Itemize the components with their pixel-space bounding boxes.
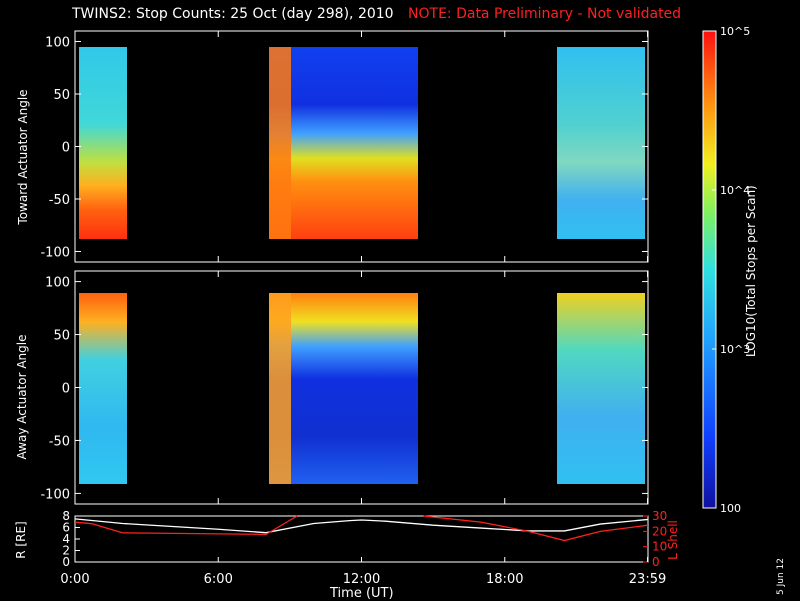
orbit-right-tick-label: 0 (652, 555, 660, 569)
away-angle-panel (74, 270, 649, 505)
tick-labels: -100-50050100-100-500501000246801020300:… (40, 25, 750, 587)
lshell-ylabel: L Shell (666, 520, 680, 560)
orbit-left-tick-label: 2 (62, 544, 70, 558)
date-stamp: 5 Jun 12 (776, 558, 786, 595)
orbit-right-tick-label: 20 (652, 524, 667, 538)
y-tick-label-p2: 50 (53, 329, 70, 344)
heat-block-away-1 (79, 293, 127, 484)
orbit-panel (74, 515, 649, 563)
colorbar-tick-label: 100 (720, 502, 741, 515)
heat-block-toward-1 (79, 47, 127, 239)
y-tick-label-p2: -50 (49, 434, 70, 449)
y-tick-label-p1: -100 (40, 246, 70, 261)
x-tick-label: 0:00 (60, 572, 89, 587)
y-tick-label-p1: 0 (62, 141, 70, 156)
colorbar-tick-label: 10^4 (720, 184, 750, 197)
orbit-left-tick-label: 0 (62, 555, 70, 569)
y-tick-label-p2: 0 (62, 382, 70, 397)
heat-block-toward-2 (269, 47, 418, 239)
orbit-right-tick-label: 30 (652, 509, 667, 523)
x-tick-label: 18:00 (486, 572, 523, 587)
chart-title: TWINS2: Stop Counts: 25 Oct (day 298), 2… (72, 6, 681, 22)
heatmap-away (79, 293, 645, 484)
x-tick-label: 23:59 (629, 572, 666, 587)
orbit-left-tick-label: 4 (62, 532, 70, 546)
x-tick-label: 6:00 (204, 572, 233, 587)
y-tick-label-p2: 100 (45, 276, 70, 291)
series-line-lshell-1 (74, 515, 298, 536)
orbit-right-tick-label: 10 (652, 540, 667, 554)
heat-strip-toward-2 (269, 47, 291, 239)
heat-strip-away-2 (269, 293, 291, 484)
x-tick-label: 12:00 (343, 572, 380, 587)
orbit-left-tick-label: 6 (62, 521, 70, 535)
y-tick-label-p2: -100 (40, 487, 70, 502)
colorbar (702, 30, 717, 509)
heat-block-away-3 (557, 293, 645, 484)
y-tick-label-p1: 100 (45, 36, 70, 51)
y-tick-label-p1: 50 (53, 88, 70, 103)
heat-block-toward-3 (557, 47, 645, 239)
colorbar-tick-label: 10^3 (720, 343, 750, 356)
time-xlabel: Time (UT) (330, 586, 394, 601)
orbit-left-tick-label: 8 (62, 509, 70, 523)
colorbar-label: LOG10(Total Stops per Scan) (744, 185, 758, 357)
y-tick-label-p1: -50 (49, 193, 70, 208)
heat-block-away-2 (269, 293, 418, 484)
toward-angle-panel (74, 30, 649, 263)
away-ylabel: Away Actuator Angle (15, 334, 29, 460)
title-text: TWINS2: Stop Counts: 25 Oct (day 298), 2… (72, 6, 394, 22)
heatmap-toward (79, 47, 645, 239)
toward-ylabel: Toward Actuator Angle (16, 89, 30, 225)
series-line-lshell-2 (423, 515, 649, 542)
series-line-r (74, 518, 649, 534)
r-ylabel: R [RE] (14, 521, 28, 559)
preliminary-note: NOTE: Data Preliminary - Not validated (408, 6, 682, 22)
colorbar-tick-label: 10^5 (720, 25, 750, 38)
